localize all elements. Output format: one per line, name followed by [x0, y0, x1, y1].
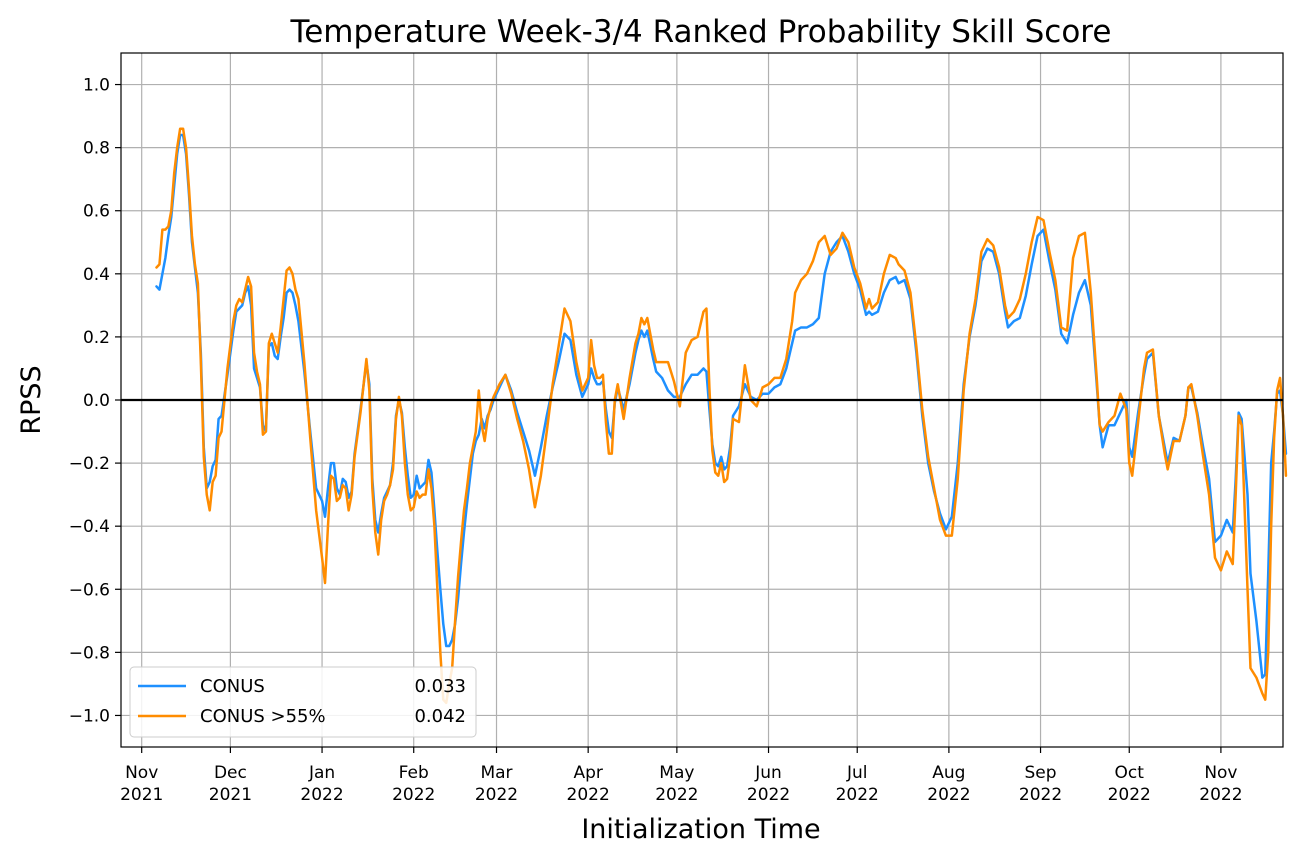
x-tick-label-year: 2021 — [209, 785, 252, 805]
y-tick-label: 0.6 — [83, 202, 110, 222]
x-tick-label-year: 2022 — [927, 785, 970, 805]
legend: CONUS 0.033 CONUS >55% 0.042 — [129, 666, 477, 738]
x-tick-label-year: 2022 — [1019, 785, 1062, 805]
y-tick-label: −0.8 — [69, 643, 110, 663]
y-axis-label: RPSS — [16, 365, 47, 434]
x-tick-label-month: Jan — [308, 763, 335, 783]
x-axis-ticks: Nov2021Dec2021Jan2022Feb2022Mar2022Apr20… — [120, 747, 1243, 805]
x-tick-label-month: Dec — [214, 763, 247, 783]
x-tick-label-month: Jul — [846, 763, 868, 783]
x-tick-label-month: Nov — [125, 763, 158, 783]
y-tick-label: 0.8 — [83, 139, 110, 159]
y-tick-label: −0.6 — [69, 580, 110, 600]
x-tick-label-month: May — [659, 763, 694, 783]
x-tick-label-year: 2022 — [655, 785, 698, 805]
legend-box — [129, 666, 477, 738]
x-tick-label-year: 2022 — [475, 785, 518, 805]
x-tick-label-month: Nov — [1204, 763, 1237, 783]
series-layer — [121, 127, 1288, 705]
legend-label-conus: CONUS — [200, 676, 265, 697]
y-tick-label: −0.2 — [69, 454, 110, 474]
x-tick-label-year: 2021 — [120, 785, 163, 805]
y-tick-label: 0.0 — [83, 391, 110, 411]
x-tick-label-month: Jun — [754, 763, 782, 783]
x-tick-label-month: Aug — [932, 763, 965, 783]
x-tick-label-month: Mar — [480, 763, 512, 783]
y-tick-label: −0.4 — [69, 517, 110, 537]
series-line-conus-55 — [155, 127, 1288, 705]
x-tick-label-year: 2022 — [300, 785, 343, 805]
x-tick-label-year: 2022 — [836, 785, 879, 805]
x-tick-label-year: 2022 — [392, 785, 435, 805]
legend-label-conus-55: CONUS >55% — [200, 706, 326, 727]
x-tick-label-month: Apr — [573, 763, 602, 783]
y-tick-label: 0.2 — [83, 328, 110, 348]
x-tick-label-year: 2022 — [567, 785, 610, 805]
y-axis-ticks: 1.0 0.8 0.6 0.4 0.2 0.0 −0.2 −0.4 −0.6 −0.8 −1.0 — [69, 76, 121, 726]
legend-value-conus-55: 0.042 — [414, 706, 466, 727]
x-tick-label-year: 2022 — [747, 785, 790, 805]
y-tick-label: 0.4 — [83, 265, 110, 285]
y-tick-label: 1.0 — [83, 76, 110, 96]
x-tick-label-month: Sep — [1025, 763, 1057, 783]
x-tick-label-year: 2022 — [1199, 785, 1242, 805]
x-tick-label-month: Feb — [399, 763, 429, 783]
legend-value-conus: 0.033 — [414, 676, 466, 697]
chart-title: Temperature Week-3/4 Ranked Probability … — [290, 14, 1112, 50]
x-axis-label: Initialization Time — [581, 814, 820, 845]
x-tick-label-year: 2022 — [1108, 785, 1151, 805]
y-tick-label: −1.0 — [69, 706, 110, 726]
x-tick-label-month: Oct — [1115, 763, 1145, 783]
